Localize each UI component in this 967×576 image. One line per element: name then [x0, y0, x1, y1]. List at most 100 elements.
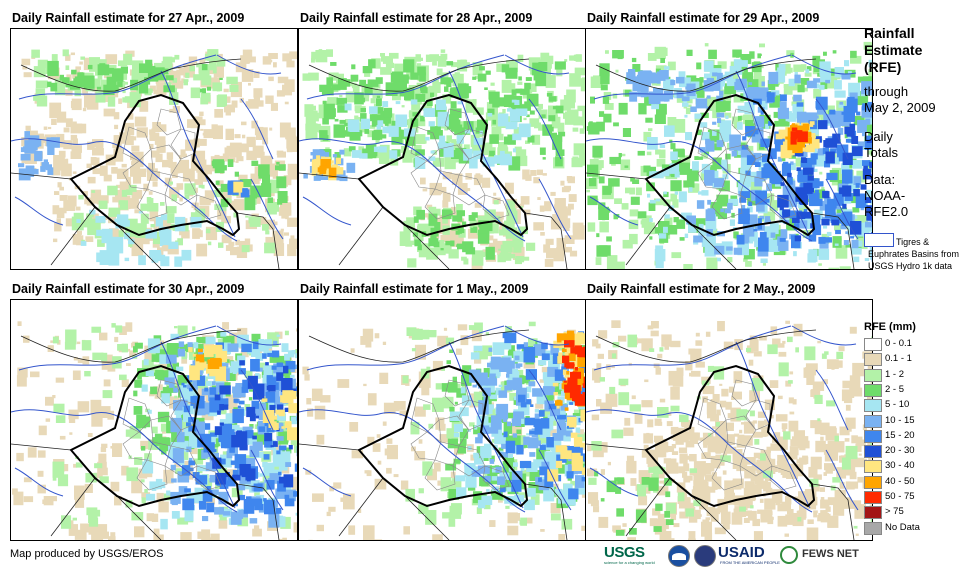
rainfall-cell [690, 106, 697, 112]
rainfall-cell [171, 80, 184, 89]
rainfall-cell [442, 105, 447, 110]
rainfall-cell [856, 91, 869, 106]
rainfall-cell [681, 96, 690, 102]
rainfall-cell [852, 160, 863, 169]
rainfall-cell [421, 329, 430, 340]
rainfall-cell [448, 249, 459, 259]
rainfall-cell [398, 74, 404, 82]
rainfall-cell [147, 203, 159, 212]
rainfall-cell [722, 470, 727, 475]
rainfall-cell [405, 488, 415, 502]
rainfall-cell [868, 457, 872, 461]
rainfall-cell [308, 72, 319, 81]
rainfall-cell [63, 140, 72, 150]
rainfall-cell [489, 455, 495, 462]
rainfall-cell [659, 144, 666, 148]
rainfall-cell [730, 407, 741, 422]
rainfall-cell [196, 492, 203, 499]
rainfall-cell [683, 463, 690, 472]
rainfall-cell [712, 110, 720, 119]
rainfall-cell [417, 223, 430, 237]
rainfall-cell [855, 183, 860, 188]
rainfall-cell [447, 382, 458, 393]
rainfall-cell [225, 109, 231, 116]
rainfall-cell [166, 490, 171, 496]
rainfall-cell [782, 161, 789, 166]
rainfall-cell [753, 128, 759, 135]
rainfall-cell [560, 404, 568, 411]
rainfall-cell [180, 419, 191, 429]
rainfall-cell [827, 440, 838, 447]
rainfall-cell [180, 149, 186, 157]
rainfall-cell [57, 182, 62, 188]
rainfall-cell [468, 215, 476, 221]
rainfall-cell [506, 210, 518, 223]
rainfall-cell [683, 264, 693, 269]
rainfall-cell [262, 56, 272, 65]
rainfall-cell [151, 150, 160, 158]
rainfall-cell [719, 133, 729, 142]
rainfall-cell [643, 131, 652, 142]
rainfall-cell [749, 51, 755, 59]
rainfall-cell [245, 430, 254, 439]
rainfall-cell [163, 469, 174, 484]
rainfall-cell [724, 480, 734, 494]
rainfall-cell [573, 409, 581, 417]
rainfall-cell [486, 228, 494, 234]
rainfall-cell [122, 90, 126, 94]
rainfall-cell [12, 488, 18, 495]
rainfall-cell [596, 363, 602, 369]
rainfall-cell [704, 43, 709, 47]
rainfall-cell [51, 496, 57, 502]
rainfall-cell [718, 180, 730, 192]
rainfall-cell [242, 70, 252, 76]
rainfall-cell [445, 337, 455, 344]
rainfall-cell [793, 94, 802, 102]
province-boundary [739, 174, 773, 206]
rainfall-cell [712, 440, 716, 443]
rainfall-cell [59, 186, 64, 191]
rainfall-cell [515, 108, 528, 116]
rainfall-cell [728, 386, 735, 393]
rainfall-cell [152, 171, 161, 178]
rainfall-cell [533, 177, 540, 184]
rainfall-cell [290, 416, 297, 425]
rainfall-cell [575, 116, 580, 120]
rainfall-cell [824, 204, 836, 219]
rainfall-cell [749, 335, 757, 346]
rainfall-cell [78, 194, 84, 200]
rainfall-cell [475, 437, 483, 444]
rainfall-cell [566, 89, 576, 103]
rainfall-cell [597, 166, 602, 170]
rainfall-cell [787, 509, 793, 515]
rainfall-cell [205, 226, 218, 241]
rainfall-cell [23, 496, 34, 503]
rainfall-cell [179, 228, 188, 236]
rainfall-cell [61, 77, 70, 83]
rainfall-cell [237, 327, 248, 335]
rainfall-cell [753, 98, 762, 105]
rainfall-cell [770, 443, 782, 451]
rainfall-cell [371, 149, 378, 157]
rainfall-cell [566, 471, 574, 479]
iraq-border [644, 93, 816, 237]
rainfall-cell [758, 53, 762, 56]
province-boundary [424, 459, 456, 491]
rainfall-cell [523, 436, 530, 446]
rainfall-cell [763, 481, 771, 492]
rainfall-cell [117, 81, 123, 87]
rainfall-cell [551, 116, 561, 129]
rainfall-cell [370, 98, 376, 104]
rainfall-cell [548, 403, 556, 410]
rainfall-cell [813, 78, 821, 83]
rainfall-cell [159, 244, 163, 247]
rainfall-cell [775, 499, 781, 506]
rainfall-cell [577, 355, 585, 367]
rainfall-cell [72, 370, 81, 380]
rainfall-cell [709, 228, 718, 236]
rainfall-cell [716, 140, 724, 148]
rainfall-cell [578, 351, 585, 358]
rainfall-cell [716, 194, 729, 207]
rainfall-cell [699, 77, 704, 83]
rainfall-cell [562, 355, 570, 363]
